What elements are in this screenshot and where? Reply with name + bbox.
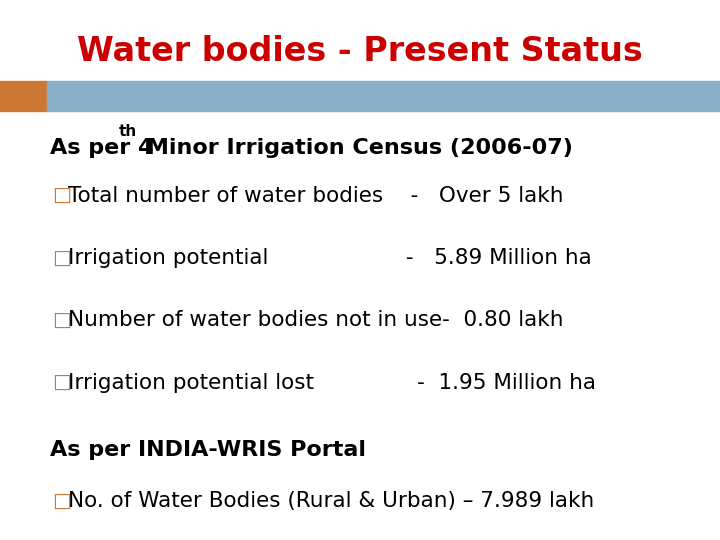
Text: □: □ xyxy=(52,310,71,329)
Text: □: □ xyxy=(52,186,71,205)
Text: Total number of water bodies    -   Over 5 lakh: Total number of water bodies - Over 5 la… xyxy=(68,186,564,206)
Text: Minor Irrigation Census (2006-07): Minor Irrigation Census (2006-07) xyxy=(138,138,572,158)
Text: Irrigation potential                    -   5.89 Million ha: Irrigation potential - 5.89 Million ha xyxy=(68,248,592,268)
Text: As per 4: As per 4 xyxy=(50,138,154,158)
Bar xyxy=(0,81,47,111)
Text: th: th xyxy=(118,124,137,139)
Text: Irrigation potential lost               -  1.95 Million ha: Irrigation potential lost - 1.95 Million… xyxy=(68,373,596,393)
Bar xyxy=(47,81,720,111)
Text: As per INDIA-WRIS Portal: As per INDIA-WRIS Portal xyxy=(50,440,366,460)
Text: □: □ xyxy=(52,373,71,392)
Text: Number of water bodies not in use-  0.80 lakh: Number of water bodies not in use- 0.80 … xyxy=(68,310,564,330)
Text: No. of Water Bodies (Rural & Urban) – 7.989 lakh: No. of Water Bodies (Rural & Urban) – 7.… xyxy=(68,491,595,511)
Text: □: □ xyxy=(52,248,71,267)
Text: Water bodies - Present Status: Water bodies - Present Status xyxy=(77,35,643,68)
Text: □: □ xyxy=(52,491,71,510)
